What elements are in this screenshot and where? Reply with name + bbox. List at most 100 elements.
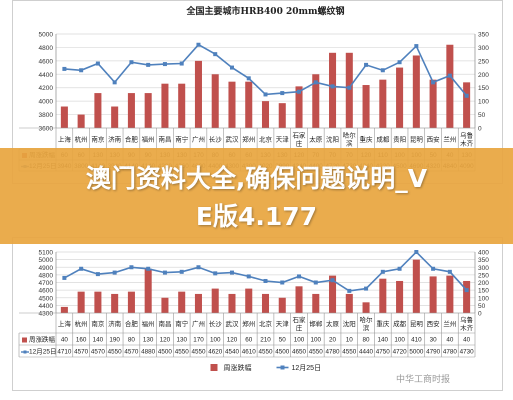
bottom-chart-bar — [94, 291, 102, 313]
bottom-chart-table-cell: 100 — [311, 337, 322, 344]
bottom-chart-category-label: 杭州 — [75, 319, 88, 328]
bottom-chart-category-label: 石家 — [293, 315, 307, 324]
top-chart-category-label: 石家 — [293, 131, 307, 140]
bottom-chart-y-right-tick: 0 — [478, 311, 482, 318]
bottom-chart-category-label: 木齐 — [460, 323, 474, 332]
top-chart-y-left-tick: 4800 — [39, 45, 54, 52]
bottom-chart-bar — [60, 306, 68, 313]
bottom-chart-table-cell: 210 — [260, 337, 271, 344]
bottom-chart-bar — [396, 280, 404, 313]
bottom-chart-table-cell: 170 — [193, 337, 204, 344]
top-chart-bar — [194, 60, 202, 128]
bottom-chart-table-cell: 60 — [245, 337, 253, 344]
bottom-chart-line-point — [297, 274, 302, 279]
top-chart-line-point — [129, 60, 134, 65]
top-chart-line-point — [62, 66, 67, 71]
top-chart-category-label: 乌鲁 — [460, 131, 473, 140]
bottom-chart-line-point — [431, 266, 436, 271]
bottom-chart-line-point — [347, 288, 352, 293]
bottom-chart-bar — [178, 291, 186, 313]
top-chart-line-point — [229, 65, 234, 70]
top-chart-line-point — [397, 60, 402, 65]
bottom-chart-table-cell: 80 — [128, 337, 136, 344]
bottom-chart-bar — [161, 297, 169, 313]
bottom-chart-bar — [329, 275, 337, 313]
bottom-chart-table-cell: 4880 — [141, 349, 156, 356]
bottom-chart-y-left-tick: 4600 — [39, 288, 54, 295]
top-chart-line-point — [95, 61, 100, 66]
bottom-chart-table-cell: 30 — [430, 337, 438, 344]
top-chart-y-left-tick: 3800 — [39, 112, 54, 119]
top-chart-category-label: 兰州 — [443, 135, 456, 144]
top-chart-bar — [60, 106, 68, 128]
top-chart-line-point — [112, 80, 117, 85]
bottom-chart-table-row-label: 12月25日 — [29, 348, 56, 356]
bottom-chart-table-cell: 4540 — [225, 349, 240, 356]
top-chart-line-point — [431, 80, 436, 85]
top-chart-category-label: 木齐 — [460, 139, 474, 148]
top-chart-y-right-tick: 50 — [478, 112, 486, 119]
bottom-chart-line-point — [380, 269, 385, 274]
top-chart-bar — [94, 93, 102, 128]
top-chart-category-label: 福州 — [142, 135, 155, 144]
bottom-chart-category-label: 郑州 — [242, 320, 255, 328]
top-chart-category-label: 重庆 — [360, 135, 374, 144]
bottom-chart-y-right-tick: 350 — [478, 257, 489, 264]
bottom-chart-table-cell: 40 — [463, 337, 471, 344]
top-chart-bar — [329, 52, 337, 128]
top-chart-y-right-tick: 150 — [478, 85, 489, 92]
top-chart-bar — [261, 101, 270, 128]
bottom-chart-line-point — [414, 250, 419, 254]
top-chart-bar — [463, 82, 471, 128]
bottom-chart-line-point — [397, 266, 402, 271]
top-chart-line-point — [313, 80, 318, 85]
watermark-label: 中华工商时报 — [396, 375, 451, 385]
top-chart-bar — [412, 55, 420, 128]
top-chart-y-right-tick: 0 — [478, 126, 482, 133]
bottom-chart-bar — [362, 302, 370, 313]
top-chart-y-right-tick: 350 — [478, 32, 489, 39]
bottom-chart-y-right-tick: 250 — [478, 272, 489, 279]
top-chart-bar — [144, 93, 152, 128]
top-chart-bar — [77, 114, 85, 128]
bottom-chart-table-cell: 4720 — [393, 349, 408, 356]
bottom-chart-legend-line-icon — [280, 365, 285, 370]
top-chart-bar — [295, 86, 303, 128]
top-chart-category-label: 武汉 — [225, 135, 239, 144]
top-chart-y-right-tick: 300 — [478, 45, 489, 52]
bottom-chart-line-point — [95, 272, 100, 277]
bottom-chart-category-label: 沈阳 — [343, 319, 356, 328]
bottom-chart-y-left-tick: 4900 — [39, 265, 54, 272]
top-chart-y-left-tick: 4200 — [39, 85, 54, 92]
top-chart-bar — [429, 79, 437, 128]
top-chart-category-label: 成都 — [376, 135, 390, 144]
bottom-chart-table-cell: 40 — [446, 337, 454, 344]
bottom-chart-table-line-key-icon — [23, 350, 27, 354]
top-chart-line-point — [464, 93, 469, 98]
bottom-chart-y-right-tick: 200 — [478, 280, 489, 287]
bottom-chart-category-label: 武汉 — [225, 319, 239, 328]
top-chart-line-point — [79, 68, 84, 73]
bottom-chart-table-cell: 4750 — [376, 349, 391, 356]
bottom-chart-category-label: 成都 — [393, 319, 407, 328]
bottom-chart-category-label: 南昌 — [158, 319, 171, 328]
bottom-chart-legend-label: 12月25日 — [292, 364, 322, 372]
top-chart-line-series — [64, 43, 468, 97]
bottom-chart-table-cell: 100 — [294, 337, 305, 344]
bottom-chart-svg: 4300440045004600470048004900500051000501… — [18, 250, 489, 372]
bottom-chart-table-cell: 4550 — [175, 349, 190, 356]
bottom-chart-table-cell: 100 — [210, 337, 221, 344]
overlay-banner: 澳门资料大全,确保问题说明_V E版4.177 — [0, 148, 513, 244]
top-chart-bar — [245, 81, 253, 128]
bottom-chart-table-cell: 4500 — [158, 349, 173, 356]
bottom-chart-bar — [211, 288, 219, 313]
bottom-chart-bar — [278, 297, 286, 313]
bottom-chart-table-cell: 4710 — [57, 349, 72, 356]
bottom-chart-y-right-tick: 150 — [478, 288, 489, 295]
bottom-chart-line-point — [196, 265, 201, 270]
top-chart-y-right-tick: 250 — [478, 58, 489, 65]
bottom-chart-y-left-tick: 4500 — [39, 295, 54, 302]
bottom-chart-line-point — [112, 270, 117, 275]
top-chart-line-point — [380, 68, 385, 73]
bottom-chart-table-cell: 4570 — [124, 349, 139, 356]
